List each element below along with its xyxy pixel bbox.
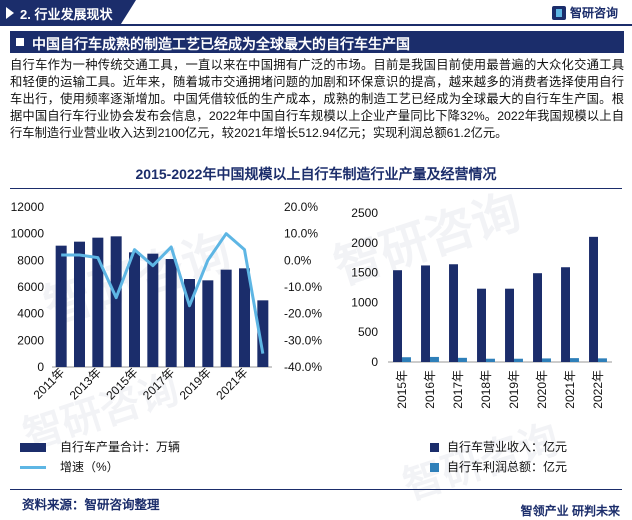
y-left-tick-label: 10000	[11, 227, 45, 241]
legend-swatch-revenue	[430, 443, 439, 453]
logo-text: 智研咨询	[569, 6, 618, 20]
x2-tick-label: 2021年	[563, 370, 577, 409]
header-rule	[0, 24, 632, 26]
bar-production	[239, 268, 250, 367]
source-note: 资料来源：智研咨询整理	[22, 498, 160, 512]
x2-tick-label: 2016年	[423, 370, 437, 409]
bar-revenue	[477, 288, 486, 362]
bar-production	[220, 269, 232, 367]
x2-tick-label: 2017年	[451, 370, 465, 409]
legend-label-growth: 增速（%）	[60, 460, 119, 474]
bar-revenue	[449, 264, 458, 362]
x2-tick-label: 2015年	[395, 370, 409, 409]
bar-revenue	[561, 267, 570, 362]
section-title: 2. 行业发展现状	[20, 7, 113, 22]
y-left-tick-label: 6000	[17, 280, 44, 294]
x-tick-label: 2021年	[213, 365, 250, 402]
x2-tick-label: 2020年	[535, 370, 549, 409]
y2-tick-label: 1500	[351, 266, 378, 280]
y-right-tick-label: -20.0%	[284, 307, 322, 321]
section-tab	[0, 0, 136, 26]
bar-production	[257, 300, 269, 367]
x2-tick-label: 2018年	[479, 370, 493, 409]
source-rule	[10, 489, 622, 490]
x-tick-label: 2013年	[67, 365, 104, 402]
y-right-tick-label: -40.0%	[284, 360, 322, 374]
bar-profit	[402, 357, 411, 362]
bar-production	[129, 252, 140, 367]
bar-production	[92, 237, 104, 367]
headline-text: 中国自行车成熟的制造工艺已经成为全球最大的自行车生产国	[32, 36, 410, 52]
bar-profit	[598, 358, 607, 362]
bar-revenue	[589, 236, 598, 362]
bar-revenue	[505, 288, 514, 362]
legend-label-production: 自行车产量合计：万辆	[60, 440, 181, 454]
y2-tick-label: 1000	[351, 295, 378, 309]
x-tick-label: 2011年	[31, 365, 68, 402]
bar-profit	[430, 356, 439, 362]
footer-slogan: 智领产业 研判未来	[520, 504, 620, 518]
legend-label-profit: 自行车利润总额：亿元	[447, 460, 568, 474]
bar-revenue	[393, 270, 402, 362]
bar-production	[184, 279, 195, 367]
bar-profit	[542, 358, 551, 362]
x-tick-label: 2019年	[177, 365, 214, 402]
bar-revenue	[533, 273, 542, 362]
legend-label-revenue: 自行车营业收入：亿元	[447, 440, 568, 454]
headline-bar: 中国自行车成熟的制造工艺已经成为全球最大的自行车生产国	[10, 31, 624, 53]
y-right-tick-label: -30.0%	[284, 333, 322, 347]
y-left-tick-label: 2000	[17, 333, 44, 347]
legend-production: 自行车产量合计：万辆	[20, 438, 180, 455]
bar-production	[55, 245, 67, 367]
y2-tick-label: 0	[371, 355, 378, 369]
bar-production	[74, 241, 85, 367]
y-left-tick-label: 8000	[17, 253, 44, 267]
play-icon	[6, 7, 14, 19]
x2-tick-label: 2022年	[591, 370, 605, 409]
square-bullet-icon	[16, 38, 24, 46]
y-left-tick-label: 0	[37, 360, 44, 374]
y-left-tick-label: 4000	[17, 307, 44, 321]
bar-profit	[570, 358, 579, 362]
bar-profit	[514, 358, 523, 362]
chart-title: 2015-2022年中国规模以上自行车制造行业产量及经营情况	[135, 166, 497, 182]
legend-swatch-profit	[430, 463, 439, 473]
x-tick-label: 2015年	[103, 365, 140, 402]
bar-profit	[486, 358, 495, 362]
legend-profit: 自行车利润总额：亿元	[430, 458, 567, 475]
logo-icon	[551, 5, 566, 20]
chart-canvas: 020004000600080001000012000-40.0%-30.0%-…	[11, 200, 612, 409]
legend-growth: 增速（%）	[20, 458, 119, 475]
legend-swatch-bar	[20, 443, 46, 453]
body-paragraph: 自行车作为一种传统交通工具，一直以来在中国拥有广泛的市场。目前是我国目前使用最普…	[10, 58, 624, 140]
x2-tick-label: 2019年	[507, 370, 521, 409]
y2-tick-label: 2000	[351, 236, 378, 250]
y-right-tick-label: 10.0%	[284, 227, 318, 241]
chart-title-rule	[10, 188, 622, 189]
bar-production	[147, 253, 159, 367]
bar-production	[165, 259, 177, 367]
y-right-tick-label: -10.0%	[284, 280, 322, 294]
x-tick-label: 2017年	[140, 365, 177, 402]
y2-tick-label: 500	[358, 325, 378, 339]
y-right-tick-label: 20.0%	[284, 200, 318, 214]
section-header: 2. 行业发展现状 智研咨询	[0, 0, 632, 26]
y-left-tick-label: 12000	[11, 200, 45, 214]
bar-production	[110, 236, 122, 367]
legend-revenue: 自行车营业收入：亿元	[430, 438, 567, 455]
y-right-tick-label: 0.0%	[284, 253, 312, 267]
legend-swatch-line	[20, 466, 46, 470]
bar-production	[202, 280, 214, 367]
brand-logo: 智研咨询	[551, 4, 618, 21]
y2-tick-label: 2500	[351, 206, 378, 220]
bar-profit	[458, 357, 467, 362]
bar-revenue	[421, 265, 430, 362]
line-growth	[61, 232, 265, 354]
